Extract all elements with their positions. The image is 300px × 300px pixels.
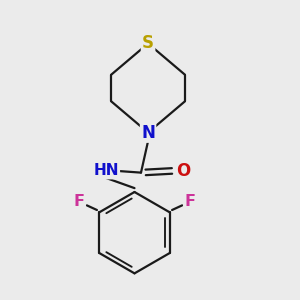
Text: F: F [74, 194, 85, 209]
Text: O: O [176, 162, 191, 180]
Text: HN: HN [93, 163, 119, 178]
Text: N: N [141, 124, 155, 142]
Text: S: S [142, 34, 154, 52]
Text: F: F [184, 194, 195, 209]
